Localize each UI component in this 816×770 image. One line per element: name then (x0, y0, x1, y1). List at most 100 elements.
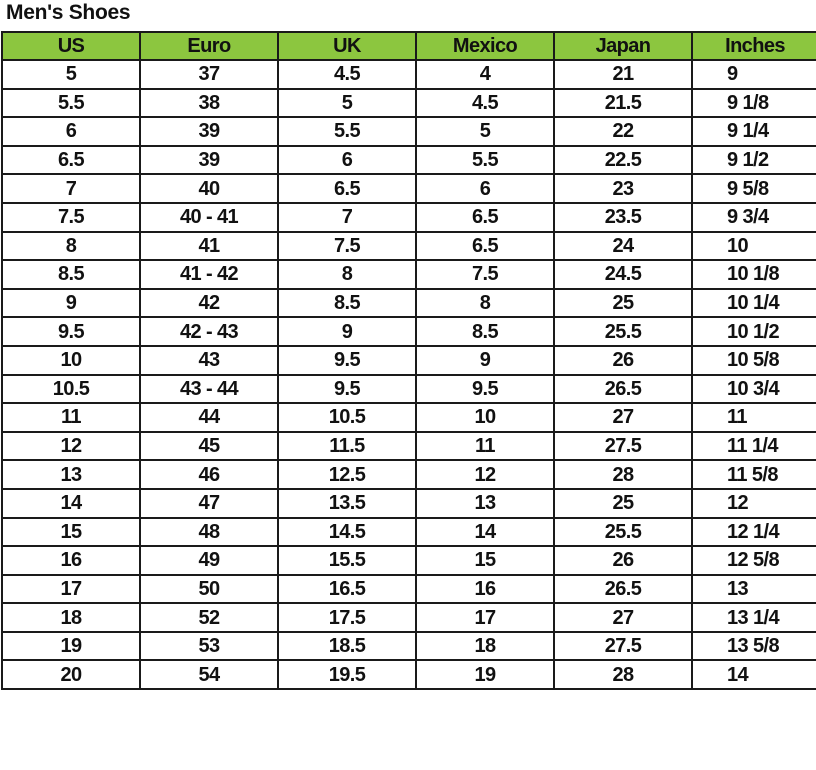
cell-uk: 15.5 (277, 545, 417, 576)
table-row: 19 53 18.5 18 27.5 13 5/8 (1, 630, 816, 662)
cell-us: 15 (1, 516, 141, 548)
cell-japan: 26 (553, 344, 693, 376)
cell-inches: 12 5/8 (691, 545, 816, 576)
cell-uk: 9 (277, 316, 417, 347)
cell-japan: 26.5 (553, 373, 693, 405)
table-row: 7.5 40 - 41 7 6.5 23.5 9 3/4 (1, 201, 816, 233)
cell-uk: 16.5 (277, 573, 417, 605)
cell-inches: 9 (691, 59, 816, 90)
cell-us: 6 (1, 116, 141, 147)
table-row: 9.5 42 - 43 9 8.5 25.5 10 1/2 (1, 316, 816, 347)
cell-uk: 17.5 (277, 602, 417, 633)
cell-uk: 7 (277, 201, 417, 233)
cell-inches: 10 (691, 230, 816, 262)
table-row: 13 46 12.5 12 28 11 5/8 (1, 459, 816, 490)
cell-uk: 9.5 (277, 344, 417, 376)
cell-inches: 9 1/2 (691, 144, 816, 176)
cell-uk: 8.5 (277, 287, 417, 319)
cell-uk: 19.5 (277, 659, 417, 691)
cell-uk: 8 (277, 259, 417, 290)
cell-mexico: 12 (415, 459, 555, 490)
cell-euro: 49 (139, 545, 279, 576)
table-row: 12 45 11.5 11 27.5 11 1/4 (1, 430, 816, 462)
cell-mexico: 15 (415, 545, 555, 576)
cell-inches: 10 3/4 (691, 373, 816, 405)
cell-us: 5.5 (1, 87, 141, 119)
cell-us: 16 (1, 545, 141, 576)
cell-inches: 12 (691, 487, 816, 519)
cell-inches: 10 5/8 (691, 344, 816, 376)
cell-japan: 27 (553, 402, 693, 433)
cell-euro: 43 - 44 (139, 373, 279, 405)
cell-euro: 54 (139, 659, 279, 691)
cell-euro: 39 (139, 116, 279, 147)
cell-euro: 40 (139, 173, 279, 204)
cell-us: 19 (1, 630, 141, 662)
column-header-euro: Euro (139, 31, 279, 61)
cell-mexico: 4.5 (415, 87, 555, 119)
cell-japan: 22 (553, 116, 693, 147)
cell-us: 18 (1, 602, 141, 633)
cell-japan: 22.5 (553, 144, 693, 176)
cell-euro: 43 (139, 344, 279, 376)
header-row: US Euro UK Mexico Japan Inches (1, 31, 816, 61)
column-header-uk: UK (277, 31, 417, 61)
cell-mexico: 8.5 (415, 316, 555, 347)
cell-inches: 13 1/4 (691, 602, 816, 633)
table-row: 10.5 43 - 44 9.5 9.5 26.5 10 3/4 (1, 373, 816, 405)
cell-mexico: 6.5 (415, 201, 555, 233)
cell-euro: 40 - 41 (139, 201, 279, 233)
cell-mexico: 5 (415, 116, 555, 147)
cell-euro: 44 (139, 402, 279, 433)
cell-mexico: 14 (415, 516, 555, 548)
cell-mexico: 18 (415, 630, 555, 662)
cell-japan: 21 (553, 59, 693, 90)
cell-us: 7.5 (1, 201, 141, 233)
table-row: 17 50 16.5 16 26.5 13 (1, 573, 816, 605)
table-row: 5 37 4.5 4 21 9 (1, 59, 816, 90)
cell-inches: 11 (691, 402, 816, 433)
table-row: 15 48 14.5 14 25.5 12 1/4 (1, 516, 816, 548)
cell-us: 10 (1, 344, 141, 376)
cell-inches: 11 5/8 (691, 459, 816, 490)
table-row: 5.5 38 5 4.5 21.5 9 1/8 (1, 87, 816, 119)
cell-euro: 41 (139, 230, 279, 262)
cell-uk: 6 (277, 144, 417, 176)
cell-uk: 7.5 (277, 230, 417, 262)
cell-japan: 25 (553, 487, 693, 519)
table-row: 11 44 10.5 10 27 11 (1, 402, 816, 433)
cell-euro: 41 - 42 (139, 259, 279, 290)
cell-japan: 25.5 (553, 316, 693, 347)
table-row: 20 54 19.5 19 28 14 (1, 659, 816, 691)
cell-uk: 14.5 (277, 516, 417, 548)
column-header-japan: Japan (553, 31, 693, 61)
cell-euro: 52 (139, 602, 279, 633)
cell-euro: 48 (139, 516, 279, 548)
cell-inches: 13 (691, 573, 816, 605)
cell-japan: 27 (553, 602, 693, 633)
cell-japan: 23 (553, 173, 693, 204)
cell-euro: 38 (139, 87, 279, 119)
cell-mexico: 19 (415, 659, 555, 691)
cell-mexico: 4 (415, 59, 555, 90)
cell-euro: 42 (139, 287, 279, 319)
cell-mexico: 11 (415, 430, 555, 462)
cell-euro: 45 (139, 430, 279, 462)
cell-mexico: 10 (415, 402, 555, 433)
cell-japan: 26.5 (553, 573, 693, 605)
cell-euro: 46 (139, 459, 279, 490)
cell-japan: 24 (553, 230, 693, 262)
table-row: 7 40 6.5 6 23 9 5/8 (1, 173, 816, 204)
cell-us: 6.5 (1, 144, 141, 176)
table-row: 14 47 13.5 13 25 12 (1, 487, 816, 519)
cell-uk: 18.5 (277, 630, 417, 662)
cell-mexico: 6 (415, 173, 555, 204)
column-header-inches: Inches (691, 31, 816, 61)
cell-mexico: 6.5 (415, 230, 555, 262)
cell-uk: 6.5 (277, 173, 417, 204)
cell-us: 14 (1, 487, 141, 519)
cell-inches: 12 1/4 (691, 516, 816, 548)
table-row: 8.5 41 - 42 8 7.5 24.5 10 1/8 (1, 259, 816, 290)
cell-inches: 9 3/4 (691, 201, 816, 233)
page-title: Men's Shoes (6, 1, 131, 24)
